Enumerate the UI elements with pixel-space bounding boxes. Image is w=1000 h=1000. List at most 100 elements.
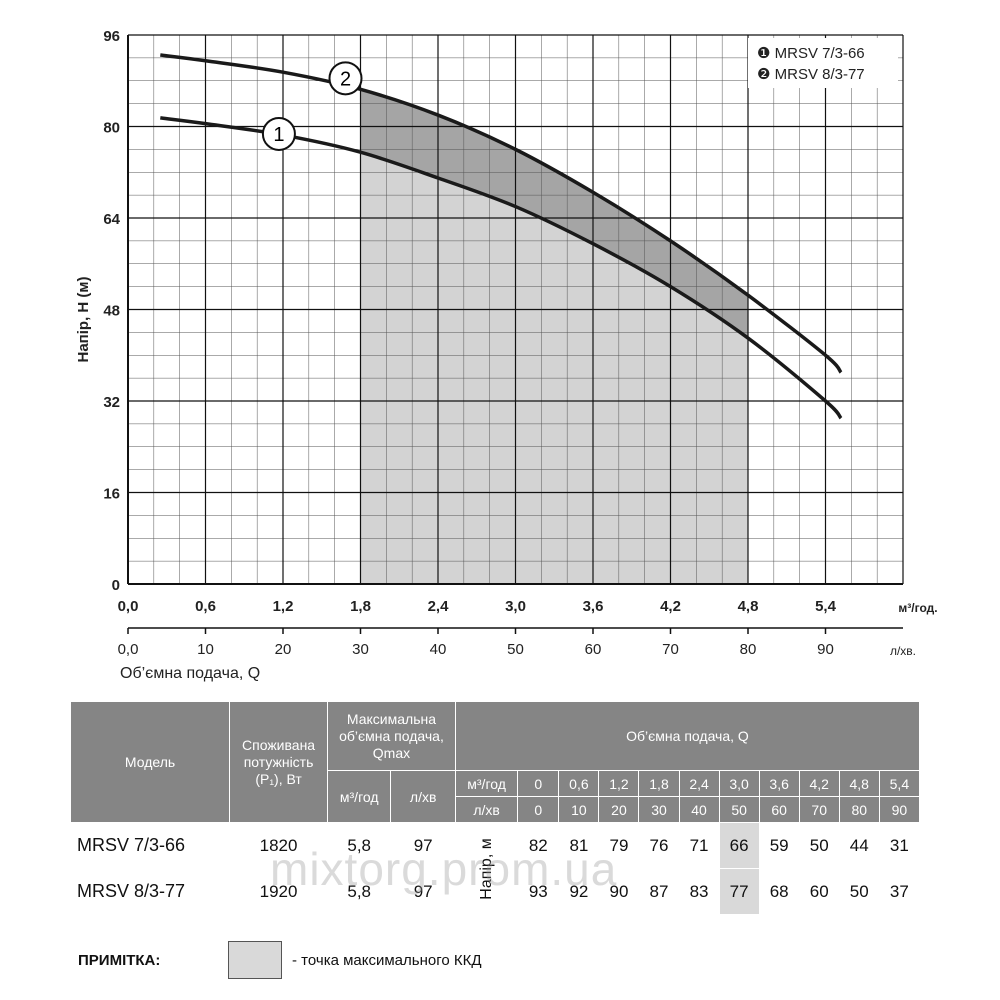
x-tick-label: 3,6: [583, 598, 604, 615]
head-cell-highlight: 66: [718, 822, 760, 869]
header-flow: Об’ємна подача, Q: [454, 701, 921, 771]
series-marker-label-2: 2: [340, 68, 351, 90]
head-cell: 82: [517, 822, 560, 869]
row-power: 1920: [229, 868, 328, 915]
x-axis-title: Об’ємна подача, Q: [120, 665, 260, 682]
flow-lmin-cell: 70: [798, 796, 840, 823]
x-tick-label: 4,2: [660, 598, 681, 615]
x-tick-label: 1,2: [273, 598, 294, 615]
x2-tick-label: 30: [352, 641, 369, 658]
note-label: ПРИМІТКА:: [78, 951, 161, 969]
row-qmax-m3: 5,8: [326, 822, 392, 869]
flow-lmin-cell: 10: [558, 796, 600, 823]
row-model: MRSV 7/3-66: [69, 822, 231, 869]
y-tick-label: 48: [103, 303, 120, 320]
x-tick-label: 2,4: [428, 598, 450, 615]
row-qmax-m3: 5,8: [326, 868, 392, 915]
y-tick-label: 64: [103, 211, 120, 228]
flow-lmin-cell: 80: [838, 796, 880, 823]
legend-entry: ❷ MRSV 8/3-77: [757, 66, 865, 83]
head-cell: 60: [798, 868, 840, 915]
flow-lmin-cell: 50: [718, 796, 760, 823]
head-cell: 81: [558, 822, 600, 869]
y-tick-label: 80: [103, 120, 120, 137]
flow-m3-cell: 1,2: [598, 770, 640, 797]
head-cell: 87: [638, 868, 680, 915]
x-unit-label: м³/год.: [898, 601, 937, 615]
flow-m3-cell: 1,8: [638, 770, 680, 797]
header-flow-m3-label: м³/год: [454, 770, 519, 797]
series-marker-2: [328, 61, 363, 96]
head-cell: 79: [598, 822, 640, 869]
flow-lmin-cell: 60: [758, 796, 800, 823]
head-cell: 31: [878, 822, 921, 869]
flow-m3-cell: 2,4: [678, 770, 720, 797]
row-qmax-lmin: 97: [390, 822, 456, 869]
header-power: Споживана потужність (P₁), Вт: [229, 701, 328, 823]
header-flow-lmin-label: л/хв: [454, 796, 519, 823]
head-cell: 92: [558, 868, 600, 915]
x2-tick-label: 0,0: [118, 641, 139, 658]
head-label-cell: Напір, м: [454, 822, 519, 915]
head-cell: 90: [598, 868, 640, 915]
series-marker-label-1: 1: [273, 124, 284, 146]
x2-tick-label: 70: [662, 641, 679, 658]
header-qmax-lmin: л/хв: [390, 770, 456, 823]
x2-tick-label: 80: [740, 641, 757, 658]
head-cell: 50: [838, 868, 880, 915]
series-line-2: [160, 53, 843, 374]
x2-tick-label: 40: [430, 641, 447, 658]
head-cell: 59: [758, 822, 800, 869]
head-label: Напір, м: [477, 837, 495, 900]
note: ПРИМІТКА: - точка максимального ККД: [78, 940, 482, 980]
flow-m3-cell: 4,8: [838, 770, 880, 797]
head-cell: 50: [798, 822, 840, 869]
x2-tick-label: 50: [507, 641, 524, 658]
flow-m3-cell: 3,6: [758, 770, 800, 797]
flow-lmin-cell: 40: [678, 796, 720, 823]
y-tick-label: 32: [103, 394, 120, 411]
x-tick-label: 0,6: [195, 598, 216, 615]
flow-lmin-cell: 20: [598, 796, 640, 823]
header-model: Модель: [69, 701, 231, 823]
x2-tick-label: 60: [585, 641, 602, 658]
x-tick-label: 1,8: [350, 598, 371, 615]
flow-m3-cell: 4,2: [798, 770, 840, 797]
head-cell: 37: [878, 868, 921, 915]
row-power: 1820: [229, 822, 328, 869]
performance-table: Модель Споживана потужність (P₁), Вт Мак…: [69, 701, 921, 915]
flow-m3-cell: 5,4: [878, 770, 921, 797]
head-cell: 83: [678, 868, 720, 915]
table-row: MRSV 8/3-77 1920 5,8 97 93 92 90 87 83 7…: [69, 868, 921, 915]
series-marker-1: [261, 116, 296, 151]
head-cell-highlight: 77: [718, 868, 760, 915]
flow-m3-cell: 0,6: [558, 770, 600, 797]
x2-tick-label: 10: [197, 641, 214, 658]
x-tick-label: 4,8: [738, 598, 759, 615]
x-tick-label: 0,0: [118, 598, 139, 615]
y-axis-title: Напір, H (м): [75, 277, 92, 363]
x-tick-label: 5,4: [815, 598, 837, 615]
flow-m3-cell: 0: [517, 770, 560, 797]
y-tick-label: 0: [112, 577, 120, 594]
y-tick-label: 16: [103, 486, 120, 503]
flow-m3-cell: 3,0: [718, 770, 760, 797]
table-row: MRSV 7/3-66 1820 5,8 97 Напір, м 82 81 7…: [69, 822, 921, 915]
header-qmax-m3: м³/год: [326, 770, 392, 823]
header-qmax: Максимальна об’ємна подача, Qmax: [327, 701, 456, 771]
legend-box: [748, 38, 898, 88]
flow-lmin-cell: 90: [878, 796, 921, 823]
head-cell: 76: [638, 822, 680, 869]
head-cell: 44: [838, 822, 880, 869]
row-model: MRSV 8/3-77: [69, 868, 231, 915]
row-qmax-lmin: 97: [390, 868, 456, 915]
note-swatch: [228, 941, 282, 979]
flow-lmin-cell: 30: [638, 796, 680, 823]
x2-tick-label: 20: [275, 641, 292, 658]
legend-entry: ❶ MRSV 7/3-66: [757, 45, 865, 62]
note-text: - точка максимального ККД: [292, 951, 482, 969]
x2-tick-label: 90: [817, 641, 834, 658]
flow-lmin-cell: 0: [517, 796, 560, 823]
x-tick-label: 3,0: [505, 598, 526, 615]
